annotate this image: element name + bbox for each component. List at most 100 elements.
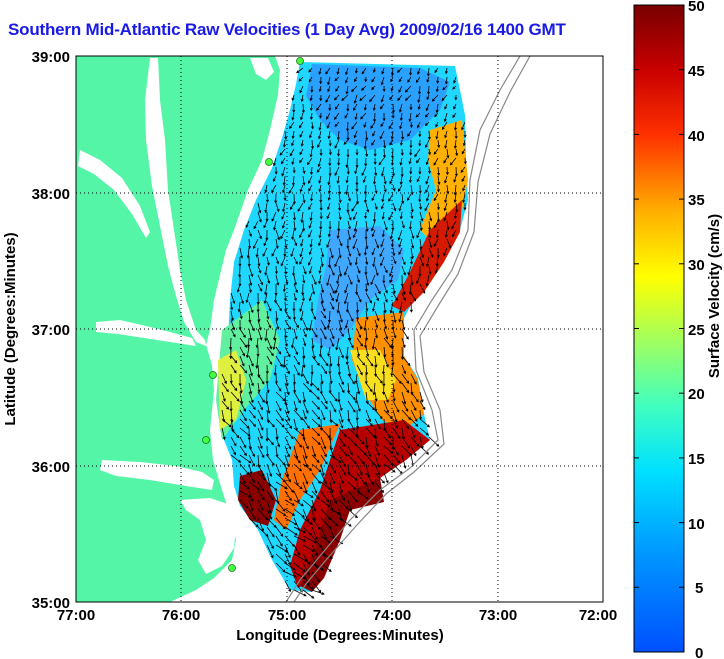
velocity-arrow — [319, 94, 323, 102]
velocity-arrow — [320, 454, 328, 465]
velocity-arrow — [453, 175, 457, 183]
velocity-arrow — [327, 76, 331, 86]
velocity-arrow — [292, 265, 296, 277]
velocity-arrow — [280, 229, 286, 240]
velocity-arrow — [257, 319, 262, 331]
velocity-arrow — [356, 490, 369, 500]
velocity-arrow — [374, 310, 380, 322]
velocity-arrow — [425, 184, 430, 194]
velocity-arrow — [326, 238, 331, 249]
velocity-arrow — [409, 67, 413, 76]
velocity-arrow — [302, 463, 313, 471]
velocity-arrow — [318, 67, 322, 75]
velocity-arrow — [308, 265, 313, 275]
velocity-arrow — [320, 463, 325, 477]
velocity-arrow — [401, 355, 411, 367]
velocity-arrow — [335, 292, 340, 303]
velocity-arrow — [381, 229, 385, 238]
velocity-arrow — [329, 283, 335, 295]
velocity-arrow — [392, 382, 396, 393]
velocity-arrow — [410, 256, 414, 265]
velocity-arrow — [317, 157, 322, 168]
velocity-arrow — [271, 184, 277, 193]
velocity-arrow — [310, 139, 315, 150]
velocity-arrow — [248, 373, 254, 387]
velocity-arrow — [298, 121, 304, 129]
velocity-arrow — [365, 445, 372, 458]
velocity-arrow — [409, 121, 413, 129]
velocity-arrow — [329, 373, 333, 385]
velocity-arrow — [284, 553, 291, 566]
velocity-arrow — [446, 220, 450, 231]
velocity-arrow — [374, 238, 380, 249]
velocity-arrow — [273, 364, 277, 376]
velocity-arrow — [365, 301, 369, 312]
velocity-arrow — [320, 436, 327, 450]
velocity-arrow — [410, 292, 417, 302]
velocity-arrow — [347, 391, 356, 401]
velocity-arrow — [328, 220, 332, 230]
velocity-arrow — [257, 463, 265, 478]
velocity-arrow — [318, 229, 322, 239]
velocity-arrow — [381, 193, 385, 203]
velocity-arrow — [410, 427, 416, 439]
velocity-arrow — [329, 517, 339, 527]
velocity-arrow — [383, 391, 389, 403]
velocity-arrow — [416, 274, 421, 285]
velocity-arrow — [419, 391, 424, 403]
velocity-arrow — [338, 481, 343, 494]
velocity-arrow — [409, 148, 413, 156]
velocity-arrow — [266, 418, 275, 428]
velocity-arrow — [281, 220, 286, 229]
velocity-arrow — [338, 472, 344, 485]
velocity-arrow — [311, 508, 316, 522]
velocity-arrow — [392, 328, 397, 339]
velocity-arrow — [281, 166, 286, 177]
velocity-arrow — [257, 400, 263, 411]
velocity-arrow — [284, 535, 295, 548]
velocity-arrow — [248, 409, 256, 419]
velocity-arrow — [356, 400, 361, 412]
velocity-arrow — [293, 535, 307, 542]
velocity-arrow — [291, 139, 295, 147]
velocity-arrow — [307, 256, 313, 266]
velocity-arrow — [356, 355, 366, 366]
velocity-arrow — [310, 85, 314, 93]
velocity-arrow — [293, 400, 298, 412]
velocity-arrow — [454, 130, 458, 140]
velocity-arrow — [336, 67, 340, 75]
velocity-arrow — [293, 436, 303, 448]
velocity-arrow — [380, 121, 385, 127]
velocity-arrow — [345, 157, 349, 169]
velocity-arrow — [399, 121, 403, 130]
velocity-arrow — [275, 274, 280, 286]
velocity-arrow — [275, 301, 282, 312]
velocity-arrow — [338, 400, 343, 412]
velocity-arrow — [248, 400, 256, 411]
velocity-arrow — [275, 319, 280, 330]
velocity-arrow — [273, 220, 277, 231]
velocity-arrow — [275, 436, 281, 448]
velocity-arrow — [230, 355, 238, 364]
velocity-arrow — [248, 238, 252, 250]
velocity-arrow — [284, 481, 294, 493]
velocity-arrow — [329, 508, 341, 515]
velocity-arrow — [356, 328, 362, 339]
velocity-arrow — [317, 139, 322, 148]
velocity-arrow — [309, 148, 313, 158]
velocity-arrow — [281, 211, 286, 220]
y-tick-label: 35:00 — [32, 595, 70, 612]
velocity-arrow — [435, 103, 439, 114]
velocity-arrow — [426, 67, 430, 77]
velocity-arrow — [371, 76, 376, 83]
velocity-arrow — [257, 445, 265, 459]
velocity-arrow — [352, 238, 358, 250]
velocity-arrow — [248, 391, 254, 404]
grid-lines — [76, 56, 603, 602]
velocity-arrow — [257, 526, 269, 537]
velocity-arrow — [336, 229, 340, 239]
velocity-arrow — [410, 445, 417, 457]
velocity-arrow — [335, 85, 340, 92]
velocity-arrow — [408, 157, 412, 165]
velocity-arrow — [419, 283, 426, 294]
